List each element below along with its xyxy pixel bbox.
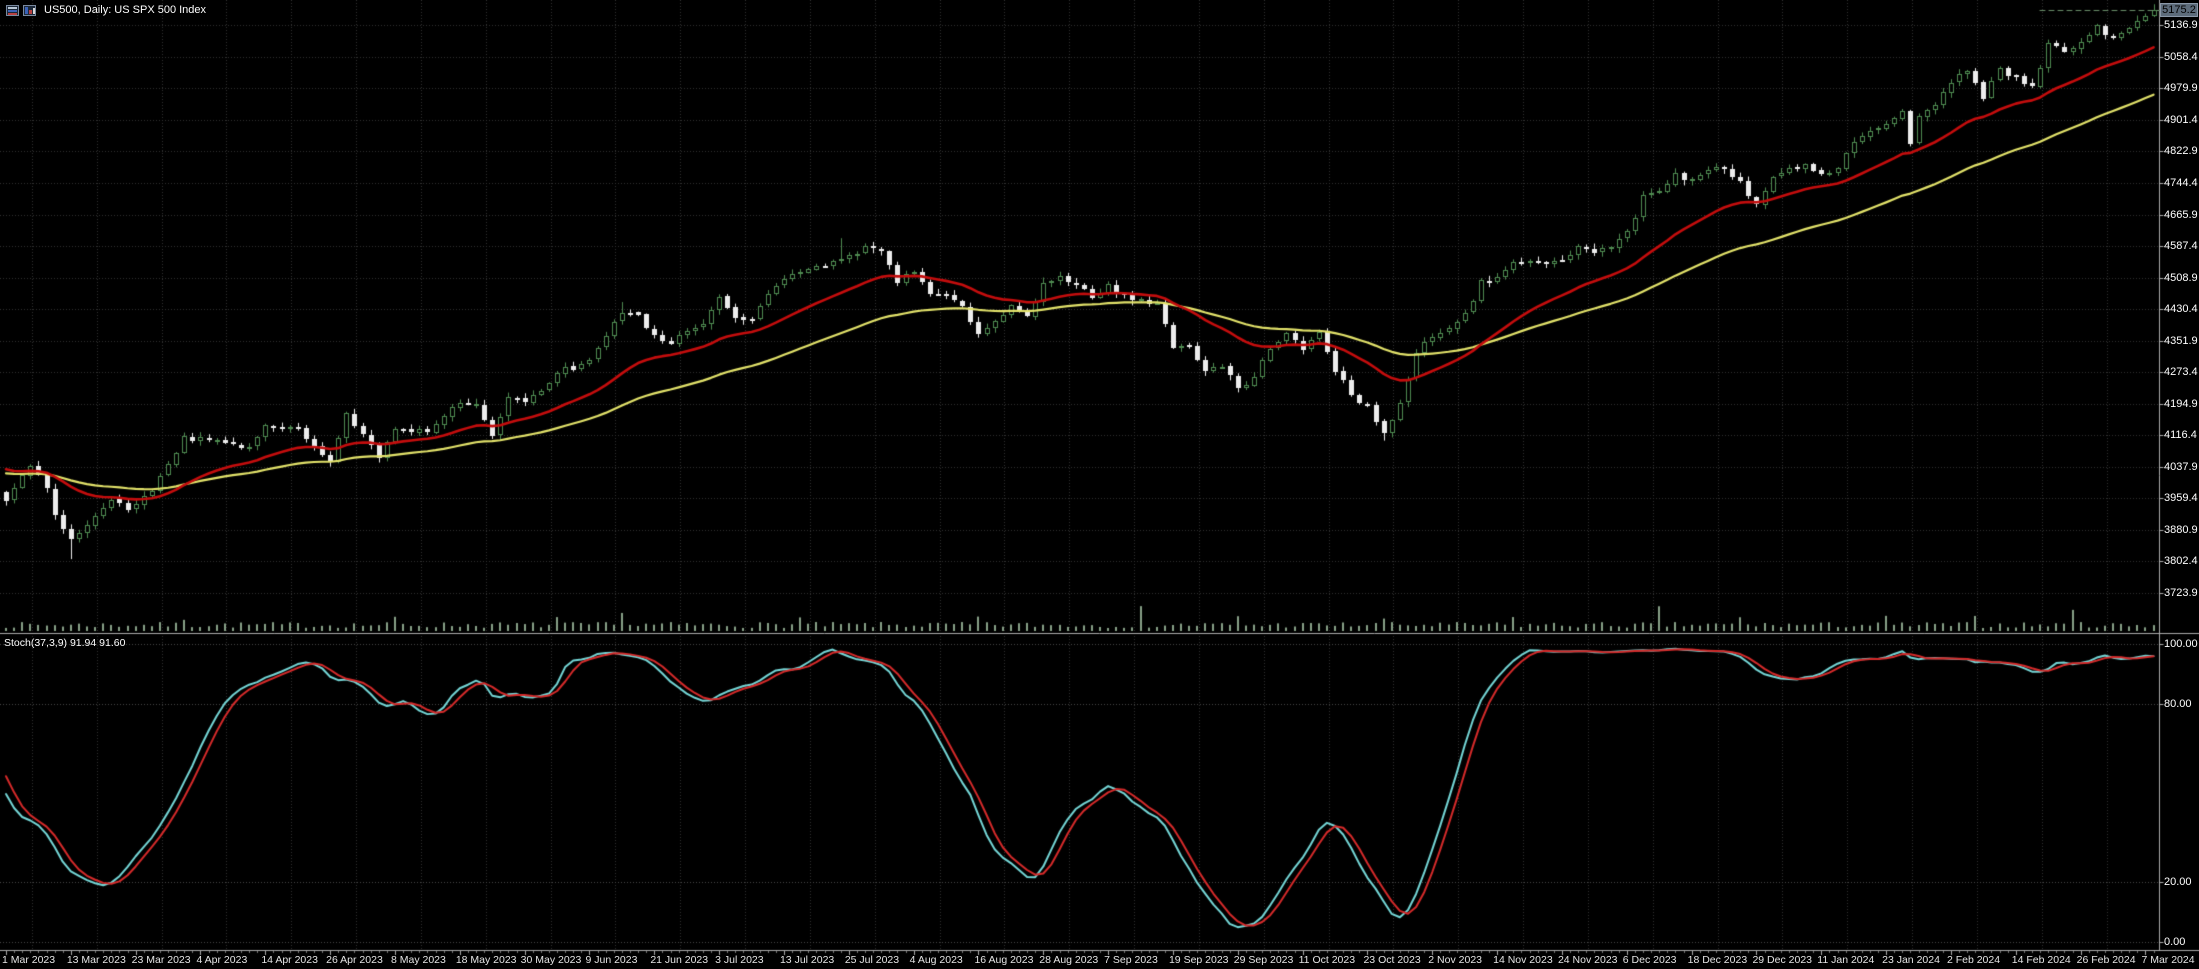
time-axis-label: 26 Feb 2024 — [2076, 954, 2136, 966]
time-axis-label: 4 Apr 2023 — [196, 954, 248, 966]
price-axis-label: 4822.9 — [2164, 145, 2198, 158]
price-axis-label: 4116.4 — [2164, 429, 2197, 442]
price-axis-label: 4508.9 — [2164, 271, 2198, 284]
price-axis-label: 3880.9 — [2164, 523, 2198, 536]
price-axis-label: 4744.4 — [2164, 177, 2198, 190]
time-axis-label: 25 Jul 2023 — [844, 954, 900, 966]
time-axis-label: 26 Apr 2023 — [326, 954, 383, 966]
time-axis-label: 2 Nov 2023 — [1428, 954, 1483, 966]
price-axis-label: 4587.4 — [2164, 240, 2198, 253]
price-axis-label: 4901.4 — [2164, 113, 2198, 126]
time-axis-label: 29 Sep 2023 — [1233, 954, 1294, 966]
symbol-list-icon — [6, 4, 19, 16]
time-axis-label: 23 Mar 2023 — [131, 954, 191, 966]
time-axis-label: 30 May 2023 — [520, 954, 582, 966]
price-axis-label: 4351.9 — [2164, 334, 2198, 347]
time-axis-label: 29 Dec 2023 — [1752, 954, 1812, 966]
stoch-axis-label: 20.00 — [2164, 876, 2192, 889]
time-axis-label: 4 Aug 2023 — [909, 954, 963, 966]
time-axis-label: 9 Jun 2023 — [585, 954, 638, 966]
price-axis-label: 4979.9 — [2164, 82, 2198, 95]
time-axis-label: 11 Jan 2024 — [1817, 954, 1875, 966]
time-axis-label: 23 Oct 2023 — [1363, 954, 1421, 966]
time-axis-label: 14 Apr 2023 — [261, 954, 318, 966]
candlestick-chart-icon — [23, 4, 36, 16]
price-axis-label: 3723.9 — [2164, 586, 2198, 599]
price-axis-label: 3959.4 — [2164, 492, 2198, 505]
time-axis-label: 3 Jul 2023 — [715, 954, 764, 966]
time-axis-label: 23 Jan 2024 — [1882, 954, 1940, 966]
time-axis-label: 24 Nov 2023 — [1557, 954, 1618, 966]
time-axis-label: 7 Sep 2023 — [1104, 954, 1158, 966]
chart-title-bar: US500, Daily: US SPX 500 Index — [6, 3, 206, 17]
time-axis-label: 8 May 2023 — [390, 954, 446, 966]
time-axis-label: 2 Feb 2024 — [1946, 954, 2001, 966]
time-axis-label: 18 May 2023 — [455, 954, 517, 966]
price-axis-label: 4665.9 — [2164, 208, 2198, 221]
chart-title: US500, Daily: US SPX 500 Index — [44, 3, 207, 16]
stoch-axis-label: 80.00 — [2164, 697, 2192, 710]
time-axis-label: 18 Dec 2023 — [1687, 954, 1748, 966]
time-axis-label: 21 Jun 2023 — [650, 954, 709, 966]
stoch-axis-label: 100.00 — [2164, 638, 2198, 650]
price-axis-label: 4194.9 — [2164, 397, 2198, 410]
price-axis[interactable]: 5136.9 5058.4 4979.9 4901.4 4822.9 4744.4 4665… — [2160, 0, 2199, 951]
time-axis[interactable]: 1 Mar 2023 13 Mar 2023 23 Mar 2023 4 Apr 20… — [0, 951, 2199, 969]
time-axis-label: 13 Mar 2023 — [66, 954, 126, 966]
time-axis-label: 14 Feb 2024 — [2011, 954, 2071, 966]
price-axis-label: 4273.4 — [2164, 366, 2198, 379]
price-axis-label: 5058.4 — [2164, 50, 2198, 63]
time-axis-label: 13 Jul 2023 — [779, 954, 835, 966]
stoch-axis-label: 0.00 — [2164, 936, 2186, 948]
time-axis-label: 19 Sep 2023 — [1168, 954, 1229, 966]
stochastic-indicator-label: Stoch(37,3,9) 91.94 91.60 — [4, 637, 126, 649]
time-axis-label: 28 Aug 2023 — [1039, 954, 1099, 966]
price-axis-label: 5136.9 — [2164, 19, 2198, 32]
time-axis-label: 1 Mar 2023 — [2, 954, 56, 966]
price-axis-label: 4037.9 — [2164, 460, 2198, 473]
current-price-box: 5175.2 — [2160, 3, 2198, 17]
price-axis-label: 3802.4 — [2164, 555, 2198, 568]
time-axis-label: 7 Mar 2024 — [2141, 954, 2195, 966]
time-axis-label: 16 Aug 2023 — [974, 954, 1034, 966]
time-axis-label: 14 Nov 2023 — [1493, 954, 1553, 966]
time-axis-label: 11 Oct 2023 — [1298, 954, 1356, 966]
time-axis-label: 6 Dec 2023 — [1622, 954, 1677, 966]
price-axis-label: 4430.4 — [2164, 303, 2198, 316]
